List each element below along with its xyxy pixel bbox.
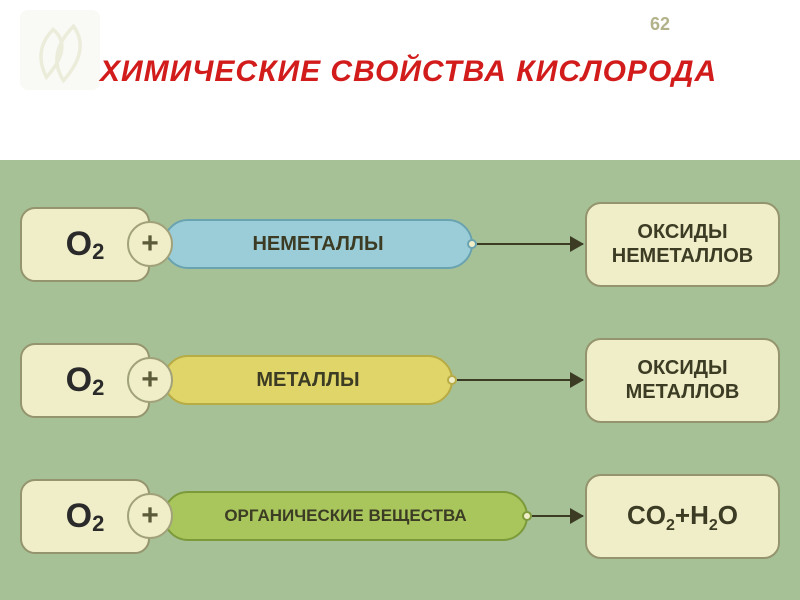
product-box-co2-h2o: CO2+H2O xyxy=(585,474,780,559)
arrow-icon xyxy=(477,243,583,245)
o2-symbol: O xyxy=(66,497,92,536)
page-number: 62 xyxy=(650,14,670,35)
product-label: ОКСИДЫМЕТАЛЛОВ xyxy=(626,356,740,404)
plus-icon: + xyxy=(127,221,173,267)
product-box-nonmetal-oxides: ОКСИДЫНЕМЕТАЛЛОВ xyxy=(585,202,780,287)
arrow-icon xyxy=(532,515,583,517)
o2-subscript: 2 xyxy=(92,239,104,265)
reactant-pill-metals: МЕТАЛЛЫ xyxy=(163,355,453,405)
o2-subscript: 2 xyxy=(92,375,104,401)
o2-symbol: O xyxy=(66,225,92,264)
reaction-row-organic: O2 + ОРГАНИЧЕСКИЕ ВЕЩЕСТВА CO2+H2O xyxy=(20,469,780,564)
plus-icon: + xyxy=(127,357,173,403)
reactions-diagram: O2 + НЕМЕТАЛЛЫ ОКСИДЫНЕМЕТАЛЛОВ O2 + МЕТ… xyxy=(0,160,800,600)
leaf-svg xyxy=(26,16,94,84)
pill-label: НЕМЕТАЛЛЫ xyxy=(252,233,383,256)
product-formula: CO2+H2O xyxy=(627,500,738,531)
pill-label: МЕТАЛЛЫ xyxy=(256,369,359,392)
o2-subscript: 2 xyxy=(92,511,104,537)
reaction-row-nonmetals: O2 + НЕМЕТАЛЛЫ ОКСИДЫНЕМЕТАЛЛОВ xyxy=(20,197,780,292)
reactant-pill-nonmetals: НЕМЕТАЛЛЫ xyxy=(163,219,473,269)
arrow-icon xyxy=(457,379,583,381)
product-label: ОКСИДЫНЕМЕТАЛЛОВ xyxy=(612,220,754,268)
pill-connector-dot xyxy=(467,239,477,249)
pill-label: ОРГАНИЧЕСКИЕ ВЕЩЕСТВА xyxy=(224,506,466,526)
page-title: ХИМИЧЕСКИЕ СВОЙСТВА КИСЛОРОДА xyxy=(100,55,717,89)
reactant-pill-organic: ОРГАНИЧЕСКИЕ ВЕЩЕСТВА xyxy=(163,491,528,541)
reaction-row-metals: O2 + МЕТАЛЛЫ ОКСИДЫМЕТАЛЛОВ xyxy=(20,333,780,428)
pill-connector-dot xyxy=(522,511,532,521)
plus-icon: + xyxy=(127,493,173,539)
o2-symbol: O xyxy=(66,361,92,400)
pill-connector-dot xyxy=(447,375,457,385)
decorative-leaf-icon xyxy=(20,10,100,90)
product-box-metal-oxides: ОКСИДЫМЕТАЛЛОВ xyxy=(585,338,780,423)
